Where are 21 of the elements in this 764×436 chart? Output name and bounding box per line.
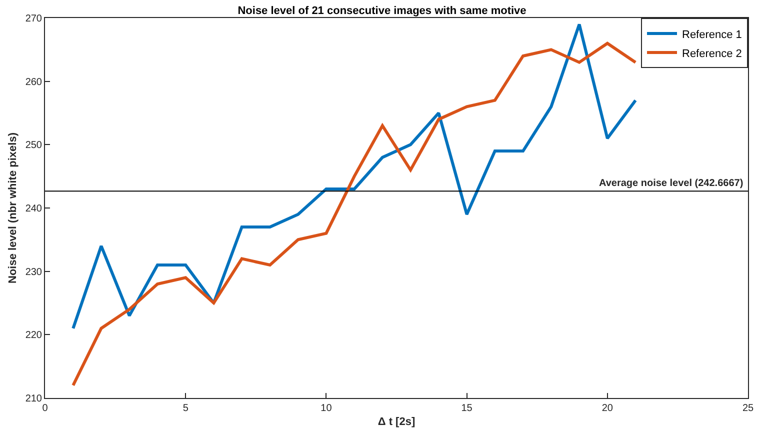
line-series — [72, 22, 638, 330]
legend-label: Reference 1 — [682, 28, 742, 41]
y-tick-label: 250 — [25, 140, 42, 152]
x-tick-label: 20 — [602, 403, 614, 414]
chart-title: Noise level of 21 consecutive images with same motive — [238, 5, 526, 18]
y-tick-label: 220 — [25, 330, 42, 342]
x-tick-label: 0 — [42, 403, 48, 414]
y-tick-label: 270 — [25, 14, 42, 24]
legend-label: Reference 2 — [682, 48, 742, 60]
x-tick-label: 25 — [742, 403, 754, 414]
x-tick-label: 10 — [320, 403, 332, 414]
x-axis-title: Δ t [2s] — [378, 416, 416, 428]
y-tick-label: 260 — [25, 76, 42, 88]
y-tick-label: 210 — [25, 394, 42, 404]
y-tick-label: 240 — [25, 204, 42, 214]
ref-line-label: Average noise level (242.6667) — [599, 178, 744, 189]
x-tick-label: 5 — [182, 403, 189, 414]
line-series — [72, 42, 638, 387]
y-tick-label: 230 — [25, 266, 42, 278]
y-axis-title: Noise level (nbr white pixels) — [6, 132, 19, 284]
x-tick-label: 15 — [461, 403, 473, 414]
